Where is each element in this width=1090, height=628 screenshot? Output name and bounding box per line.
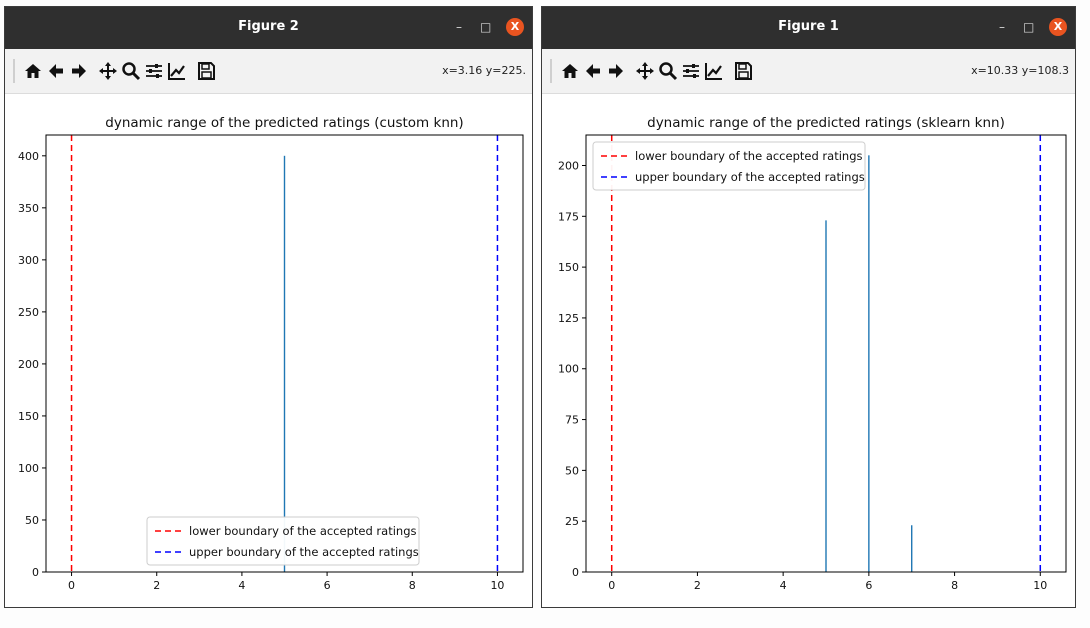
edit-axis-icon: [704, 63, 722, 80]
y-tick-label: 150: [558, 261, 579, 274]
y-tick-label: 300: [18, 254, 39, 267]
window-title: Figure 2: [238, 19, 299, 34]
maximize-button[interactable]: □: [1023, 20, 1035, 34]
forward-button[interactable]: [67, 57, 90, 85]
y-tick-label: 50: [25, 514, 39, 527]
zoom-icon: [658, 62, 677, 81]
chart-title: dynamic range of the predicted ratings (…: [647, 115, 1005, 131]
save-icon: [197, 62, 215, 80]
edit-axis-button[interactable]: [702, 57, 725, 85]
y-tick-label: 250: [18, 306, 39, 319]
legend-box: [146, 516, 420, 566]
chart-title: dynamic range of the predicted ratings (…: [105, 115, 463, 131]
back-icon: [48, 64, 63, 78]
figure-window-1: Figure 1 – □ X x=10.3: [541, 6, 1076, 608]
home-button[interactable]: [21, 57, 44, 85]
forward-icon: [608, 64, 623, 78]
save-button[interactable]: [731, 57, 754, 85]
zoom-icon: [121, 62, 140, 81]
window-titlebar[interactable]: Figure 1 – □ X: [542, 7, 1075, 49]
y-tick-label: 400: [18, 150, 39, 163]
forward-icon: [71, 64, 86, 78]
x-tick-label: 8: [951, 579, 958, 592]
back-icon: [585, 64, 600, 78]
y-tick-label: 125: [558, 312, 579, 325]
x-tick-label: 4: [238, 579, 245, 592]
bar: [868, 155, 870, 573]
x-tick-label: 6: [865, 579, 872, 592]
minimize-button[interactable]: –: [456, 20, 462, 34]
close-button[interactable]: X: [1049, 18, 1067, 36]
toolbar-grip: [550, 59, 552, 83]
zoom-button[interactable]: [656, 57, 679, 85]
x-tick-label: 10: [490, 579, 504, 592]
edit-axis-button[interactable]: [165, 57, 188, 85]
configure-subplots-button[interactable]: [142, 57, 165, 85]
zoom-button[interactable]: [119, 57, 142, 85]
edit-axis-icon: [167, 63, 185, 80]
configure-subplots-icon: [145, 64, 162, 78]
minimize-button[interactable]: –: [999, 20, 1005, 34]
x-tick-label: 8: [409, 579, 416, 592]
back-button[interactable]: [44, 57, 67, 85]
y-tick-label: 350: [18, 202, 39, 215]
x-tick-label: 2: [153, 579, 160, 592]
cursor-coordinates: x=10.33 y=108.3: [971, 64, 1069, 77]
y-tick-label: 100: [18, 462, 39, 475]
window-title: Figure 1: [778, 19, 839, 34]
y-tick-label: 0: [572, 566, 579, 579]
maximize-button[interactable]: □: [480, 20, 492, 34]
cursor-coordinates: x=3.16 y=225.: [442, 64, 526, 77]
y-tick-label: 50: [565, 464, 579, 477]
pan-icon: [98, 62, 117, 80]
matplotlib-toolbar: x=3.16 y=225.: [5, 49, 532, 94]
save-icon: [734, 62, 752, 80]
home-icon: [24, 64, 41, 78]
x-tick-label: 0: [68, 579, 75, 592]
pan-icon: [635, 62, 654, 80]
toolbar-grip: [13, 59, 15, 83]
x-tick-label: 10: [1033, 579, 1047, 592]
plot-canvas[interactable]: dynamic range of the predicted ratings (…: [542, 94, 1075, 606]
pan-button[interactable]: [633, 57, 656, 85]
y-tick-label: 175: [558, 210, 579, 223]
bar: [911, 525, 913, 572]
bar: [825, 220, 827, 572]
save-button[interactable]: [194, 57, 217, 85]
y-tick-label: 75: [565, 414, 579, 427]
x-tick-label: 0: [608, 579, 615, 592]
y-tick-label: 25: [565, 515, 579, 528]
configure-subplots-button[interactable]: [679, 57, 702, 85]
y-tick-label: 150: [18, 410, 39, 423]
y-tick-label: 0: [32, 566, 39, 579]
figure-window-2: Figure 2 – □ X x=3.16: [4, 6, 533, 608]
y-tick-label: 200: [18, 358, 39, 371]
configure-subplots-icon: [682, 64, 699, 78]
axes-frame: [45, 134, 524, 573]
bar: [283, 155, 286, 573]
plot-canvas[interactable]: dynamic range of the predicted ratings (…: [5, 94, 532, 606]
legend-label: upper boundary of the accepted ratings: [189, 545, 419, 559]
close-button[interactable]: X: [506, 18, 524, 36]
matplotlib-toolbar: x=10.33 y=108.3: [542, 49, 1075, 94]
axes-frame: [585, 134, 1067, 573]
legend-box: [592, 141, 866, 191]
back-button[interactable]: [581, 57, 604, 85]
x-tick-label: 4: [780, 579, 787, 592]
window-titlebar[interactable]: Figure 2 – □ X: [5, 7, 532, 49]
x-tick-label: 2: [694, 579, 701, 592]
pan-button[interactable]: [96, 57, 119, 85]
forward-button[interactable]: [604, 57, 627, 85]
home-button[interactable]: [558, 57, 581, 85]
x-tick-label: 6: [324, 579, 331, 592]
y-tick-label: 100: [558, 363, 579, 376]
legend-label: lower boundary of the accepted ratings: [635, 149, 862, 163]
legend-label: upper boundary of the accepted ratings: [635, 170, 865, 184]
legend-label: lower boundary of the accepted ratings: [189, 524, 416, 538]
y-tick-label: 200: [558, 159, 579, 172]
home-icon: [561, 64, 578, 78]
